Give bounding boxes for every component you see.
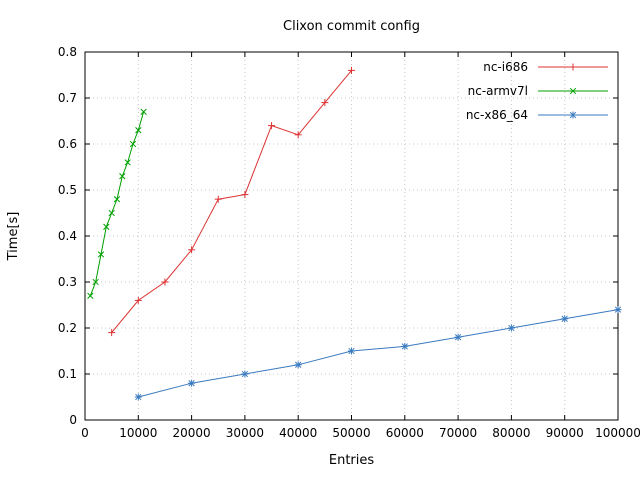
y-tick-label: 0.7 [58,91,77,105]
marker-cross [569,87,577,95]
series-nc-x86_64 [134,306,622,401]
marker-cross [124,159,131,166]
series-nc-i686 [108,66,355,337]
y-tick-label: 0.4 [58,229,77,243]
legend-label-nc-armv7l: nc-armv7l [468,84,528,98]
marker-star [134,393,142,401]
marker-star [569,111,577,119]
series-line-nc-i686 [111,70,352,333]
marker-cross [140,108,147,115]
x-tick-label: 20000 [173,426,211,440]
marker-cross [129,140,137,148]
marker-star [241,370,249,378]
marker-plus [569,63,577,71]
marker-plus [321,99,329,107]
y-tick-label: 0.2 [58,321,77,335]
series-line-nc-x86_64 [138,309,619,398]
marker-star [614,306,622,314]
x-tick-label: 70000 [439,426,477,440]
y-tick-label: 0 [69,413,77,427]
x-tick-label: 50000 [332,426,370,440]
marker-plus [134,296,142,304]
marker-star [401,342,409,350]
marker-star [294,361,302,369]
marker-cross [92,278,99,286]
x-tick-label: 90000 [546,426,584,440]
y-axis-label: Time[s] [6,212,21,262]
y-tick-label: 0.1 [58,367,77,381]
chart-title: Clixon commit config [283,19,420,34]
x-tick-label: 0 [81,426,89,440]
marker-cross [135,127,142,134]
legend-label-nc-x86_64: nc-x86_64 [466,108,528,122]
tick-labels: 0 10000 20000 30000 40000 50000 60000 70000 8000… [58,45,640,440]
marker-plus [188,246,196,254]
y-tick-label: 0.6 [58,137,77,151]
y-tick-label: 0.8 [58,45,77,59]
marker-cross [108,209,115,217]
marker-star [454,333,462,341]
x-axis-label: Entries [329,453,375,468]
series-nc-armv7l [87,108,147,299]
legend-label-nc-i686: nc-i686 [483,60,528,74]
marker-plus [214,195,222,203]
x-tick-label: 60000 [386,426,424,440]
x-tick-label: 80000 [492,426,530,440]
marker-cross [103,223,110,230]
x-tick-label: 10000 [119,426,157,440]
x-tick-label: 100000 [595,426,640,440]
y-tick-label: 0.3 [58,275,77,289]
marker-plus [241,191,249,199]
x-tick-label: 40000 [279,426,317,440]
marker-cross [97,251,105,258]
marker-cross [119,173,126,180]
marker-plus [108,329,116,337]
marker-cross [113,196,121,203]
y-tick-label: 0.5 [58,183,77,197]
marker-star [561,315,569,323]
marker-cross [87,292,94,299]
marker-star [188,379,196,387]
x-tick-label: 30000 [226,426,264,440]
marker-plus [348,66,355,74]
grid [84,51,619,421]
marker-plus [268,122,276,130]
marker-star [348,347,355,355]
marker-plus [294,131,302,139]
legend: nc-i686 nc-armv7l nc-x86_64 [466,60,608,122]
marker-star [507,324,515,332]
marker-plus [161,278,169,286]
ticks [84,51,619,421]
